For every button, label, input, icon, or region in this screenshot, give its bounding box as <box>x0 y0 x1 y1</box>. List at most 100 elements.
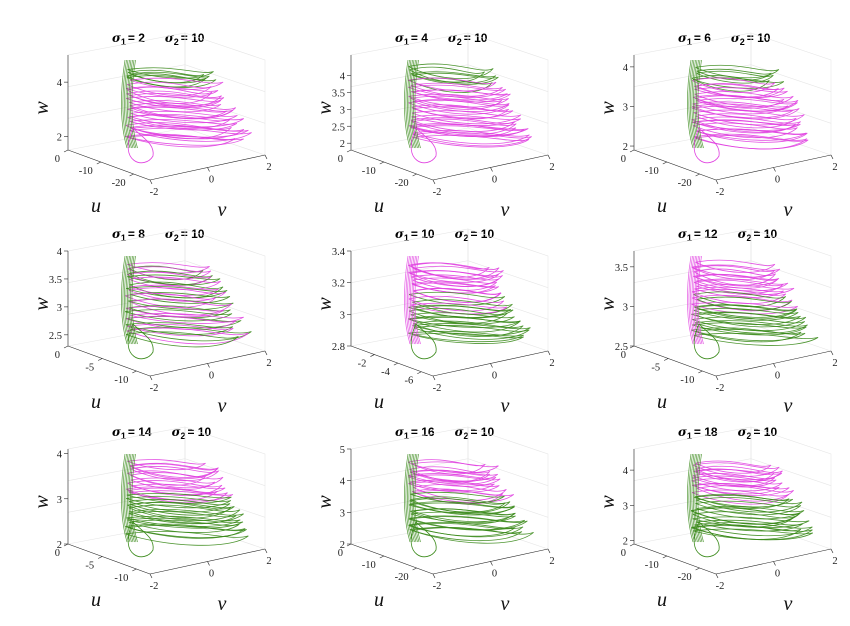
floor-back-edges <box>350 127 549 156</box>
trajectory-loop <box>410 302 508 315</box>
grid-line <box>350 260 549 288</box>
trajectory-loop <box>130 292 231 304</box>
w-tick-label: 2 <box>623 536 628 547</box>
trajectory-loop <box>127 459 206 471</box>
w-axis-label: w <box>31 297 53 311</box>
w-tick-label: 4 <box>623 63 629 74</box>
u-tick-label: -20 <box>678 178 692 189</box>
u-tick-mark <box>98 556 103 559</box>
u-tick-mark <box>629 345 635 349</box>
trajectory-loop <box>125 523 246 539</box>
trajectory-spine <box>122 453 129 543</box>
v-tick-label: 2 <box>549 556 554 567</box>
trajectory-loop <box>129 114 245 128</box>
trajectory-loop <box>412 282 499 294</box>
u-tick-mark <box>370 354 375 357</box>
trajectory-spine <box>128 255 135 345</box>
sigma2-subscript: 2 <box>174 37 179 47</box>
trajectory-loop <box>130 477 216 490</box>
sigma2-subscript: 2 <box>740 37 745 47</box>
v-axis-label: v <box>218 395 227 417</box>
w-axis-label: w <box>31 101 53 115</box>
u-tick-label: -6 <box>405 376 414 387</box>
trajectory-loop <box>127 67 214 79</box>
sigma1-subscript: 1 <box>404 431 409 441</box>
trajectory-loop <box>129 124 245 140</box>
u-axis-label: u <box>91 195 101 217</box>
sigma1-subscript: 1 <box>687 37 692 47</box>
v-tick-label: 2 <box>266 556 271 567</box>
trajectory-spine <box>410 453 417 543</box>
v-tick-mark <box>149 573 153 579</box>
v-tick-mark <box>830 350 834 356</box>
v-tick-mark <box>207 561 210 566</box>
w-tick-label: 2 <box>57 132 62 143</box>
u-axis-line <box>350 345 434 377</box>
trajectory-lower-lobe <box>410 127 437 164</box>
grid-line <box>67 64 266 92</box>
u-tick-mark <box>662 555 667 559</box>
trajectory-loop <box>127 524 247 539</box>
trajectory-loop <box>695 500 802 516</box>
trajectory-spine <box>128 453 135 543</box>
trajectory-loop <box>694 320 808 334</box>
v-tick-label: -2 <box>716 383 725 394</box>
subplot-title: σ1 = 6 σ2 = 10 <box>678 31 771 47</box>
v-tick-mark <box>207 363 210 368</box>
trajectory-loop <box>692 528 814 541</box>
v-tick-mark <box>207 167 210 172</box>
floor-back-edges <box>633 521 832 550</box>
grid-line <box>633 64 832 92</box>
trajectory-loop <box>691 77 776 93</box>
sigma2-subscript: 2 <box>463 431 468 441</box>
u-tick-label: -10 <box>645 166 659 177</box>
w-tick-label: 2 <box>340 540 345 551</box>
trajectory-spine <box>694 59 701 149</box>
grid-line <box>633 490 832 518</box>
sigma1-value: = 12 <box>694 227 718 241</box>
u-tick-label: -10 <box>680 375 694 386</box>
u-axis-line <box>350 543 434 575</box>
trajectory-spine <box>688 255 695 345</box>
u-tick-label: -5 <box>651 363 660 374</box>
trajectory-loop <box>124 133 236 148</box>
sigma1-value: = 8 <box>128 227 145 241</box>
trajectory-spine <box>410 255 417 345</box>
trajectory-loop <box>696 505 805 520</box>
trajectory-spine <box>122 255 129 345</box>
back-wall-right <box>750 228 832 351</box>
v-tick-label: 0 <box>209 371 214 382</box>
back-wall-right <box>184 32 266 155</box>
trajectory-loop <box>693 109 805 126</box>
u-tick-mark <box>63 149 69 153</box>
sigma2-subscript: 2 <box>463 233 468 243</box>
w-tick-label: 3.5 <box>332 88 345 99</box>
trajectory-loop <box>693 291 787 307</box>
u-tick-label: -2 <box>358 359 367 370</box>
trajectory-loop <box>126 75 217 88</box>
trajectory-spine <box>414 59 421 149</box>
w-tick-label: 3.5 <box>615 263 628 274</box>
trajectory-loop <box>692 94 785 109</box>
trajectory-loop <box>411 274 500 287</box>
subplot-title: σ1 = 18 σ2 = 10 <box>678 425 777 441</box>
v-tick-mark <box>264 548 268 554</box>
trajectory-loop <box>693 468 775 483</box>
trajectory-spine <box>411 255 418 345</box>
sigma1-subscript: 1 <box>687 233 692 243</box>
trajectory-loop <box>412 527 534 544</box>
trajectory-loop <box>130 326 252 342</box>
w-tick-label: 4 <box>57 247 63 258</box>
trajectory-loop <box>128 276 221 290</box>
trajectory-spine <box>121 453 128 543</box>
trajectory-spine <box>125 453 132 543</box>
back-wall-right <box>750 426 832 549</box>
u-tick-label: 0 <box>55 350 60 361</box>
sigma1-symbol: σ <box>112 425 121 439</box>
back-wall-right <box>467 228 549 351</box>
u-tick-mark <box>129 173 134 177</box>
trajectory-loop <box>129 127 252 142</box>
trajectory-loop <box>695 312 807 328</box>
